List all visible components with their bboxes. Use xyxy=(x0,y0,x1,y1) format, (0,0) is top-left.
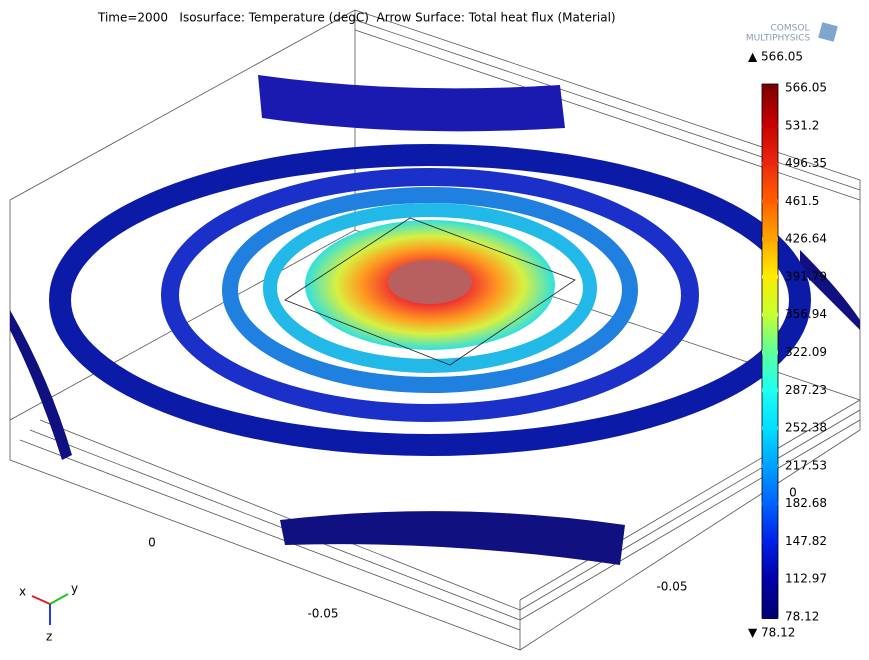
colorbar-tick-label: 217.53 xyxy=(785,458,827,472)
axis-triad: x y z xyxy=(19,582,78,644)
colorbar-tick xyxy=(762,350,778,355)
colorbar-tick xyxy=(762,161,778,166)
colorbar-tick xyxy=(762,615,778,619)
axis-label: 0 xyxy=(789,486,797,500)
colorbar-tick xyxy=(762,237,778,242)
triad-label: x xyxy=(19,585,26,599)
colorbar-tick xyxy=(762,312,778,317)
colorbar-min: ▼ 78.12 xyxy=(748,626,795,640)
colorbar-tick-label: 78.12 xyxy=(785,610,819,624)
isosurfaces xyxy=(10,75,860,565)
plot-title: Time=2000 Isosurface: Temperature (degC)… xyxy=(97,11,616,25)
logo-text: COMSOL xyxy=(771,24,810,34)
colorbar-tick-label: 182.68 xyxy=(785,496,827,510)
colorbar-tick xyxy=(762,86,778,90)
colorbar-tick-label: 322.09 xyxy=(785,345,827,359)
colorbar-max: ▲ 566.05 xyxy=(748,50,803,64)
colorbar-tick-label: 287.23 xyxy=(785,383,827,397)
colorbar-tick xyxy=(762,539,778,544)
colorbar-tick xyxy=(762,388,778,393)
colorbar-tick-label: 566.05 xyxy=(785,81,827,95)
logo-text: MULTIPHYSICS xyxy=(746,34,811,44)
colorbar-tick-label: 391.79 xyxy=(785,269,827,283)
colorbar-tick xyxy=(762,501,778,506)
colorbar-tick-label: 426.64 xyxy=(785,232,827,246)
axis-label: 0 xyxy=(148,536,156,550)
colorbar-tick xyxy=(762,199,778,204)
colorbar-tick-label: 252.38 xyxy=(785,421,827,435)
colorbar-tick xyxy=(762,426,778,431)
colorbar-tick-label: 112.97 xyxy=(785,572,827,586)
triad-label: y xyxy=(71,582,78,596)
colorbar-tick-label: 356.94 xyxy=(785,307,827,321)
colorbar-tick-label: 531.2 xyxy=(785,118,819,132)
colorbar-tick-label: 461.5 xyxy=(785,194,819,208)
colorbar-tick-label: 496.35 xyxy=(785,156,827,170)
axis-label: -0.05 xyxy=(656,580,687,594)
colorbar-tick xyxy=(762,577,778,582)
axis-label: -0.05 xyxy=(307,607,338,621)
logo-icon xyxy=(818,22,838,42)
logo: COMSOL MULTIPHYSICS xyxy=(746,22,838,44)
triad-label: z xyxy=(46,630,52,644)
colorbar-tick xyxy=(762,274,778,279)
colorbar-tick xyxy=(762,463,778,468)
colorbar-tick-label: 147.82 xyxy=(785,534,827,548)
colorbar-tick xyxy=(762,123,778,128)
